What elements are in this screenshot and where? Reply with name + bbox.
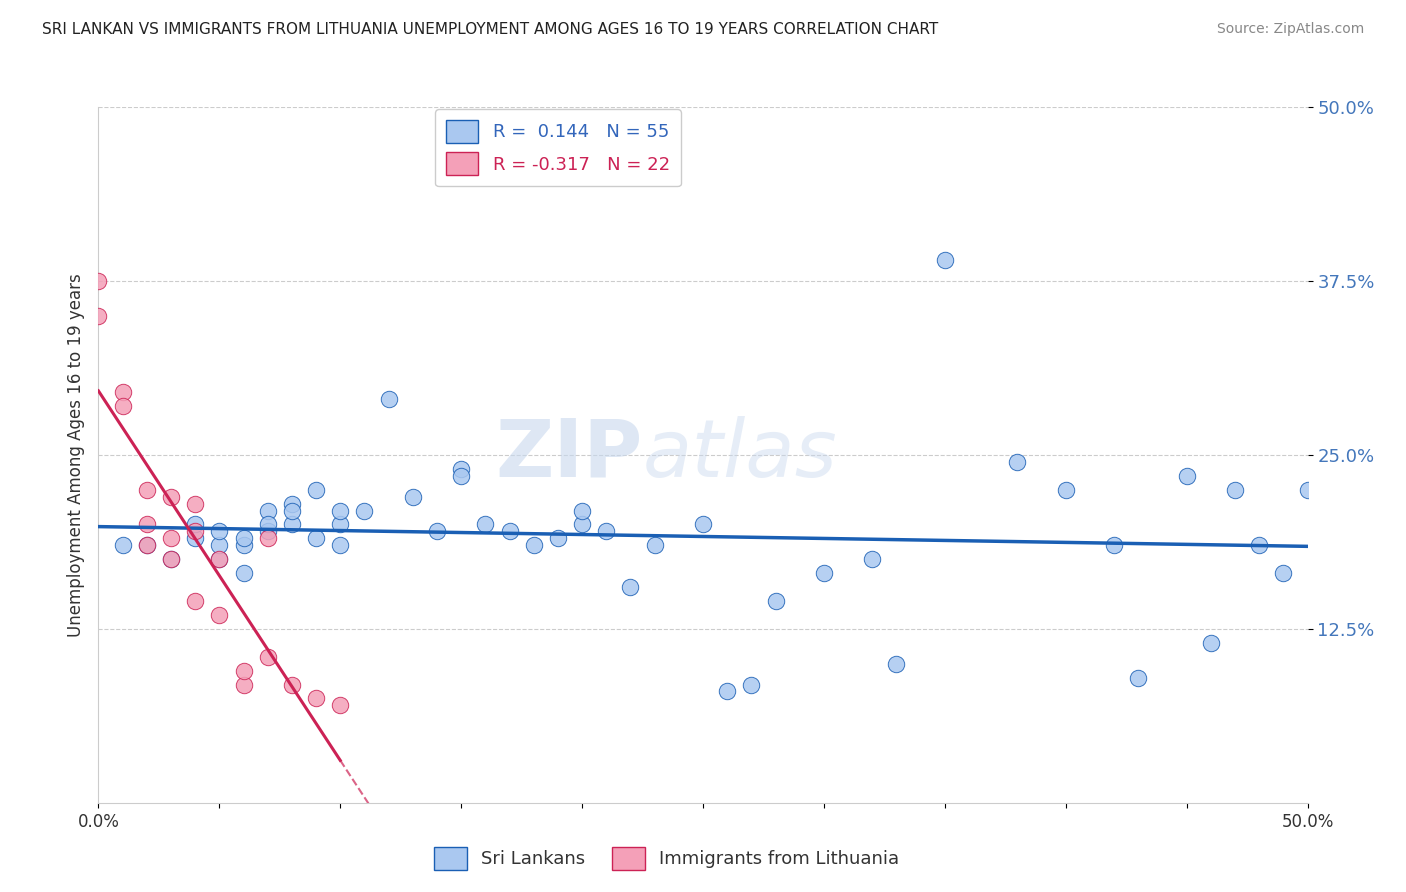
Point [523,538,546,552]
Text: Source: ZipAtlas.com: Source: ZipAtlas.com [1216,22,1364,37]
Point [232,532,254,546]
Point [184,497,207,511]
Y-axis label: Unemployment Among Ages 16 to 19 years: Unemployment Among Ages 16 to 19 years [66,273,84,637]
Point [329,517,352,532]
Point [860,552,883,566]
Point [1199,636,1222,650]
Point [498,524,520,539]
Point [740,677,762,691]
Point [474,517,496,532]
Point [256,503,278,517]
Point [184,524,207,539]
Point [111,385,134,400]
Point [208,607,231,622]
Point [402,490,425,504]
Point [135,538,157,552]
Point [595,524,617,539]
Point [135,483,157,497]
Point [571,517,593,532]
Point [1272,566,1295,581]
Point [692,517,714,532]
Point [232,538,254,552]
Point [208,524,231,539]
Point [450,468,472,483]
Point [111,399,134,413]
Point [208,552,231,566]
Point [1249,538,1271,552]
Point [111,538,134,552]
Point [1007,455,1029,469]
Text: ZIP: ZIP [495,416,643,494]
Text: SRI LANKAN VS IMMIGRANTS FROM LITHUANIA UNEMPLOYMENT AMONG AGES 16 TO 19 YEARS C: SRI LANKAN VS IMMIGRANTS FROM LITHUANIA … [42,22,938,37]
Point [184,517,207,532]
Point [208,552,231,566]
Point [281,517,304,532]
Point [619,580,641,594]
Point [329,503,352,517]
Point [87,309,110,323]
Point [281,497,304,511]
Point [305,691,328,706]
Point [1128,671,1150,685]
Point [135,517,157,532]
Point [1102,538,1125,552]
Point [571,503,593,517]
Point [765,594,787,608]
Point [1175,468,1198,483]
Point [87,274,110,288]
Point [716,684,738,698]
Point [184,594,207,608]
Point [329,538,352,552]
Point [886,657,908,671]
Point [305,483,328,497]
Point [232,566,254,581]
Point [426,524,449,539]
Point [353,503,375,517]
Point [281,503,304,517]
Point [160,552,183,566]
Point [377,392,399,407]
Point [184,532,207,546]
Point [644,538,666,552]
Point [232,677,254,691]
Point [256,524,278,539]
Point [1054,483,1077,497]
Point [934,253,956,268]
Point [232,664,254,678]
Text: atlas: atlas [643,416,838,494]
Point [305,532,328,546]
Point [813,566,835,581]
Point [256,517,278,532]
Point [160,552,183,566]
Point [1296,483,1319,497]
Point [160,532,183,546]
Point [547,532,569,546]
Point [450,462,472,476]
Point [256,649,278,664]
Point [1223,483,1246,497]
Point [281,677,304,691]
Point [135,538,157,552]
Legend: Sri Lankans, Immigrants from Lithuania: Sri Lankans, Immigrants from Lithuania [427,839,907,877]
Point [329,698,352,713]
Point [208,538,231,552]
Point [256,532,278,546]
Point [160,490,183,504]
